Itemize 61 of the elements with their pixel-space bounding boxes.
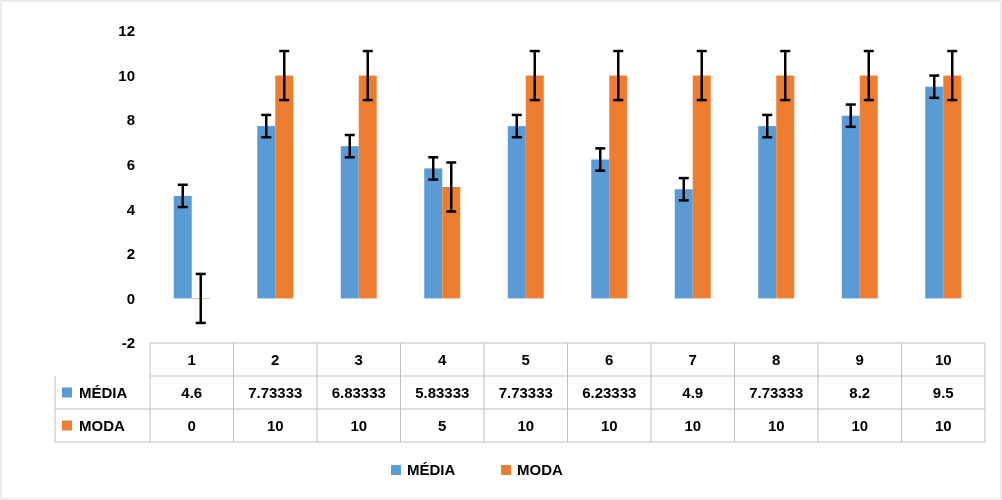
- legend-label: MODA: [79, 416, 125, 434]
- x-tick-label: 5: [521, 350, 530, 368]
- x-tick-label: 1: [187, 350, 196, 368]
- y-tick-label: -2: [121, 334, 135, 352]
- bar: [859, 75, 878, 299]
- bar: [257, 126, 276, 299]
- bar: [925, 86, 944, 299]
- x-tick-label: 2: [271, 350, 280, 368]
- text: MODA: [517, 461, 563, 479]
- x-tick-label: 3: [354, 350, 363, 368]
- y-tick-label: 10: [118, 66, 135, 84]
- bar: [692, 75, 711, 299]
- x-tick-label: 9: [855, 350, 864, 368]
- bar: [943, 75, 962, 299]
- bar: [776, 75, 795, 299]
- bar: [340, 146, 359, 299]
- bar: [507, 126, 526, 299]
- x-tick-label: 6: [605, 350, 614, 368]
- data-label: 10: [350, 416, 368, 434]
- bar: [358, 75, 377, 299]
- data-label: 7.73333: [248, 383, 303, 401]
- data-label: 10: [767, 416, 785, 434]
- x-tick-label: 8: [772, 350, 781, 368]
- data-label: 8.2: [849, 383, 871, 401]
- bar: [841, 115, 860, 299]
- y-tick-label: 8: [126, 111, 135, 129]
- data-label: 10: [266, 416, 284, 434]
- data-label: 10: [600, 416, 618, 434]
- x-tick-label: 4: [438, 350, 448, 368]
- bar: [275, 75, 294, 299]
- bar: [525, 75, 544, 299]
- y-tick-label: 4: [126, 200, 136, 218]
- data-label: 10: [517, 416, 535, 434]
- data-label: 10: [934, 416, 952, 434]
- y-tick-label: 12: [118, 22, 135, 40]
- legend-label: MÉDIA: [79, 383, 128, 401]
- x-tick-label: 10: [934, 350, 952, 368]
- data-label: 0: [187, 416, 196, 434]
- bar: [442, 187, 461, 299]
- y-tick-label: 2: [126, 245, 135, 263]
- y-tick-label: 6: [126, 155, 135, 173]
- data-label: 7.73333: [498, 383, 553, 401]
- bar: [591, 159, 610, 299]
- bar: [674, 189, 693, 299]
- x-tick-label: 7: [688, 350, 697, 368]
- data-label: 10: [684, 416, 702, 434]
- bar: [173, 195, 192, 299]
- bar: [609, 75, 628, 299]
- data-label: 6.23333: [582, 383, 637, 401]
- data-label: 5.83333: [415, 383, 470, 401]
- data-label: 4.6: [181, 383, 203, 401]
- data-label: 6.83333: [331, 383, 386, 401]
- y-tick-label: 0: [126, 289, 135, 307]
- data-label: 5: [438, 416, 447, 434]
- bar: [758, 126, 777, 299]
- data-label: 10: [851, 416, 869, 434]
- data-label: 7.73333: [749, 383, 804, 401]
- text: MÉDIA: [407, 461, 456, 479]
- bar: [424, 168, 443, 299]
- data-label: 4.9: [682, 383, 704, 401]
- data-label: 9.5: [932, 383, 954, 401]
